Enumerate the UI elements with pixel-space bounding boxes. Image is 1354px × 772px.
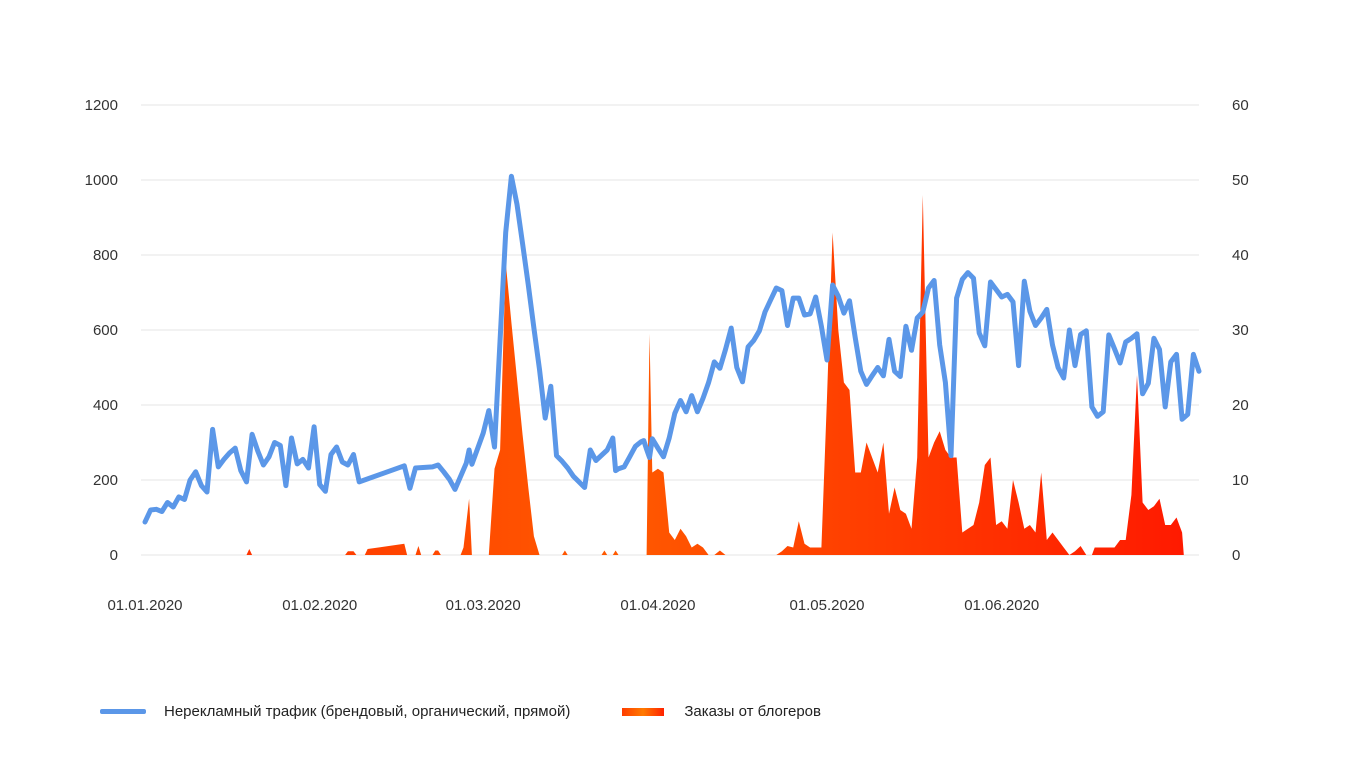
left-tick-label: 1200	[85, 97, 118, 114]
orders-swatch	[622, 707, 665, 716]
left-y-axis: 1200 1000 800 600 400 200 0	[85, 97, 118, 564]
left-tick-label: 800	[93, 247, 118, 264]
x-tick-label: 01.06.2020	[964, 597, 1039, 614]
right-tick-label: 40	[1232, 247, 1249, 264]
right-tick-label: 20	[1232, 397, 1249, 414]
right-tick-label: 60	[1232, 97, 1249, 114]
right-y-axis: 60 50 40 30 20 10 0	[1232, 97, 1249, 564]
x-tick-label: 01.05.2020	[789, 597, 864, 614]
x-axis: 01.01.2020 01.02.2020 01.03.2020 01.04.2020…	[107, 597, 1039, 614]
traffic-line-layer	[142, 173, 1202, 525]
left-tick-label: 200	[93, 472, 118, 489]
legend-item-traffic: Нерекламный трафик (брендовый, органичес…	[100, 703, 570, 720]
left-tick-label: 1000	[85, 172, 118, 189]
x-tick-label: 01.01.2020	[107, 597, 182, 614]
x-tick-label: 01.02.2020	[282, 597, 357, 614]
chart: 1200 1000 800 600 400 200 0 60 50 40 30 20 10 0 01.0…	[85, 97, 1249, 614]
x-tick-label: 01.04.2020	[620, 597, 695, 614]
legend-label-orders: Заказы от блогеров	[684, 703, 821, 720]
legend: Нерекламный трафик (брендовый, органичес…	[100, 703, 873, 720]
orders-area-layer	[145, 195, 1184, 555]
left-tick-label: 0	[110, 547, 118, 564]
right-tick-label: 10	[1232, 472, 1249, 489]
legend-label-traffic: Нерекламный трафик (брендовый, органичес…	[164, 703, 571, 720]
right-tick-label: 0	[1232, 547, 1240, 564]
traffic-swatch	[100, 709, 146, 714]
legend-item-orders: Заказы от блогеров	[622, 703, 821, 720]
left-tick-label: 600	[93, 322, 118, 339]
right-tick-label: 30	[1232, 322, 1249, 339]
orders-area	[145, 195, 1184, 555]
left-tick-label: 400	[93, 397, 118, 414]
x-tick-label: 01.03.2020	[446, 597, 521, 614]
traffic-line	[142, 173, 1202, 525]
right-tick-label: 50	[1232, 172, 1249, 189]
